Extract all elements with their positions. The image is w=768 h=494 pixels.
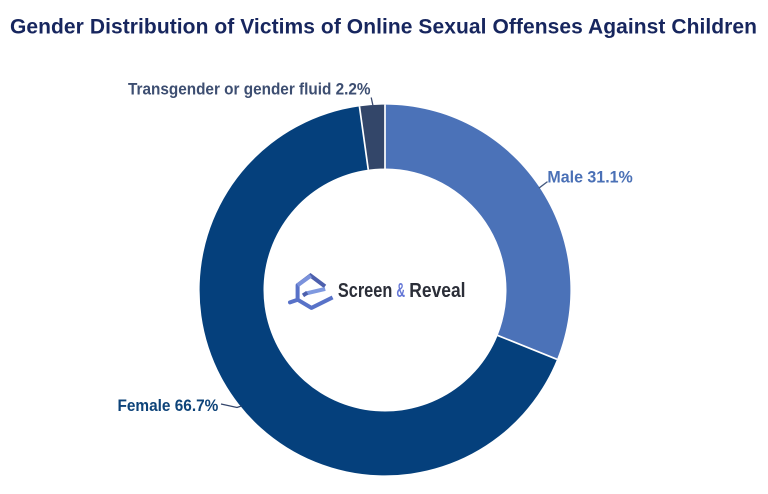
svg-text:Male 31.1%: Male 31.1% [547,167,632,186]
svg-text:Reveal: Reveal [409,280,465,302]
svg-text:Gender Distribution of Victims: Gender Distribution of Victims of Online… [10,15,757,38]
svg-text:Screen: Screen [338,280,392,302]
svg-text:Transgender or gender fluid 2.: Transgender or gender fluid 2.2% [128,80,371,99]
svg-text:Female 66.7%: Female 66.7% [118,396,219,415]
svg-text:&: & [396,280,405,302]
